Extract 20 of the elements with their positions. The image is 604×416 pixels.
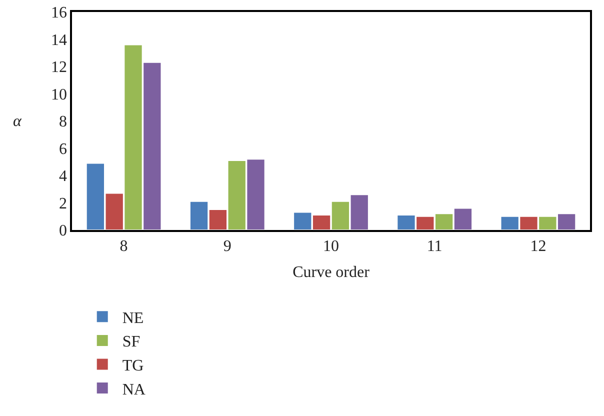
y-tick-label: 16 xyxy=(51,4,68,22)
y-tick-label: 8 xyxy=(59,114,68,131)
y-tick-label: 2 xyxy=(59,195,68,212)
x-tick-label: 10 xyxy=(323,238,339,255)
legend-label: TG xyxy=(122,358,144,374)
y-tick-label: 14 xyxy=(51,32,68,49)
x-tick-label: 12 xyxy=(530,238,546,255)
x-tick-label: 8 xyxy=(120,238,128,255)
y-tick-label: 0 xyxy=(59,222,68,240)
y-tick-label: 10 xyxy=(51,86,68,104)
x-axis-title: Curve order xyxy=(292,264,370,282)
y-tick-label: 4 xyxy=(59,168,68,186)
legend-label: SF xyxy=(122,334,140,351)
legend-label: NA xyxy=(122,381,146,398)
y-axis-title: α xyxy=(13,113,22,130)
y-tick-label: 12 xyxy=(51,59,68,76)
y-tick-label: 6 xyxy=(59,140,68,158)
legend-label: NE xyxy=(122,310,144,327)
x-tick-label: 9 xyxy=(223,238,232,255)
x-tick-label: 11 xyxy=(426,238,442,255)
